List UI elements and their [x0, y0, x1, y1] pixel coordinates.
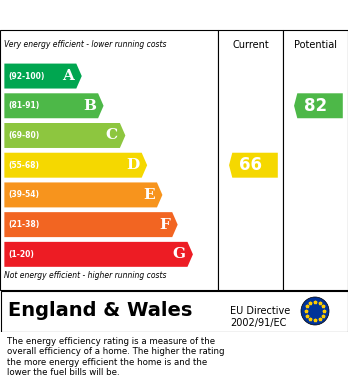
Text: Energy Efficiency Rating: Energy Efficiency Rating	[60, 6, 288, 24]
Polygon shape	[5, 64, 82, 88]
Text: (92-100): (92-100)	[9, 72, 45, 81]
Polygon shape	[5, 183, 163, 207]
Text: G: G	[172, 248, 185, 261]
Text: Not energy efficient - higher running costs: Not energy efficient - higher running co…	[5, 271, 167, 280]
Text: C: C	[105, 129, 118, 142]
Text: (55-68): (55-68)	[9, 161, 40, 170]
Text: E: E	[143, 188, 155, 202]
Text: (39-54): (39-54)	[9, 190, 40, 199]
Polygon shape	[5, 153, 147, 178]
Text: 82: 82	[304, 97, 327, 115]
Text: EU Directive
2002/91/EC: EU Directive 2002/91/EC	[230, 306, 290, 328]
Circle shape	[301, 297, 329, 325]
Text: F: F	[159, 218, 170, 231]
Polygon shape	[229, 153, 278, 178]
Text: D: D	[126, 158, 140, 172]
Text: Very energy efficient - lower running costs: Very energy efficient - lower running co…	[5, 40, 167, 49]
Text: (81-91): (81-91)	[9, 101, 40, 110]
Text: (1-20): (1-20)	[9, 250, 34, 259]
Polygon shape	[5, 123, 125, 148]
Polygon shape	[5, 212, 178, 237]
Text: A: A	[62, 69, 74, 83]
Text: (21-38): (21-38)	[9, 220, 40, 229]
Text: 66: 66	[239, 156, 262, 174]
Polygon shape	[5, 242, 193, 267]
Polygon shape	[294, 93, 343, 118]
Text: The energy efficiency rating is a measure of the
overall efficiency of a home. T: The energy efficiency rating is a measur…	[7, 337, 224, 377]
Text: B: B	[83, 99, 96, 113]
Text: Potential: Potential	[294, 40, 337, 50]
Text: (69-80): (69-80)	[9, 131, 40, 140]
Polygon shape	[5, 93, 104, 118]
Text: Current: Current	[232, 40, 269, 50]
Text: England & Wales: England & Wales	[8, 301, 192, 321]
